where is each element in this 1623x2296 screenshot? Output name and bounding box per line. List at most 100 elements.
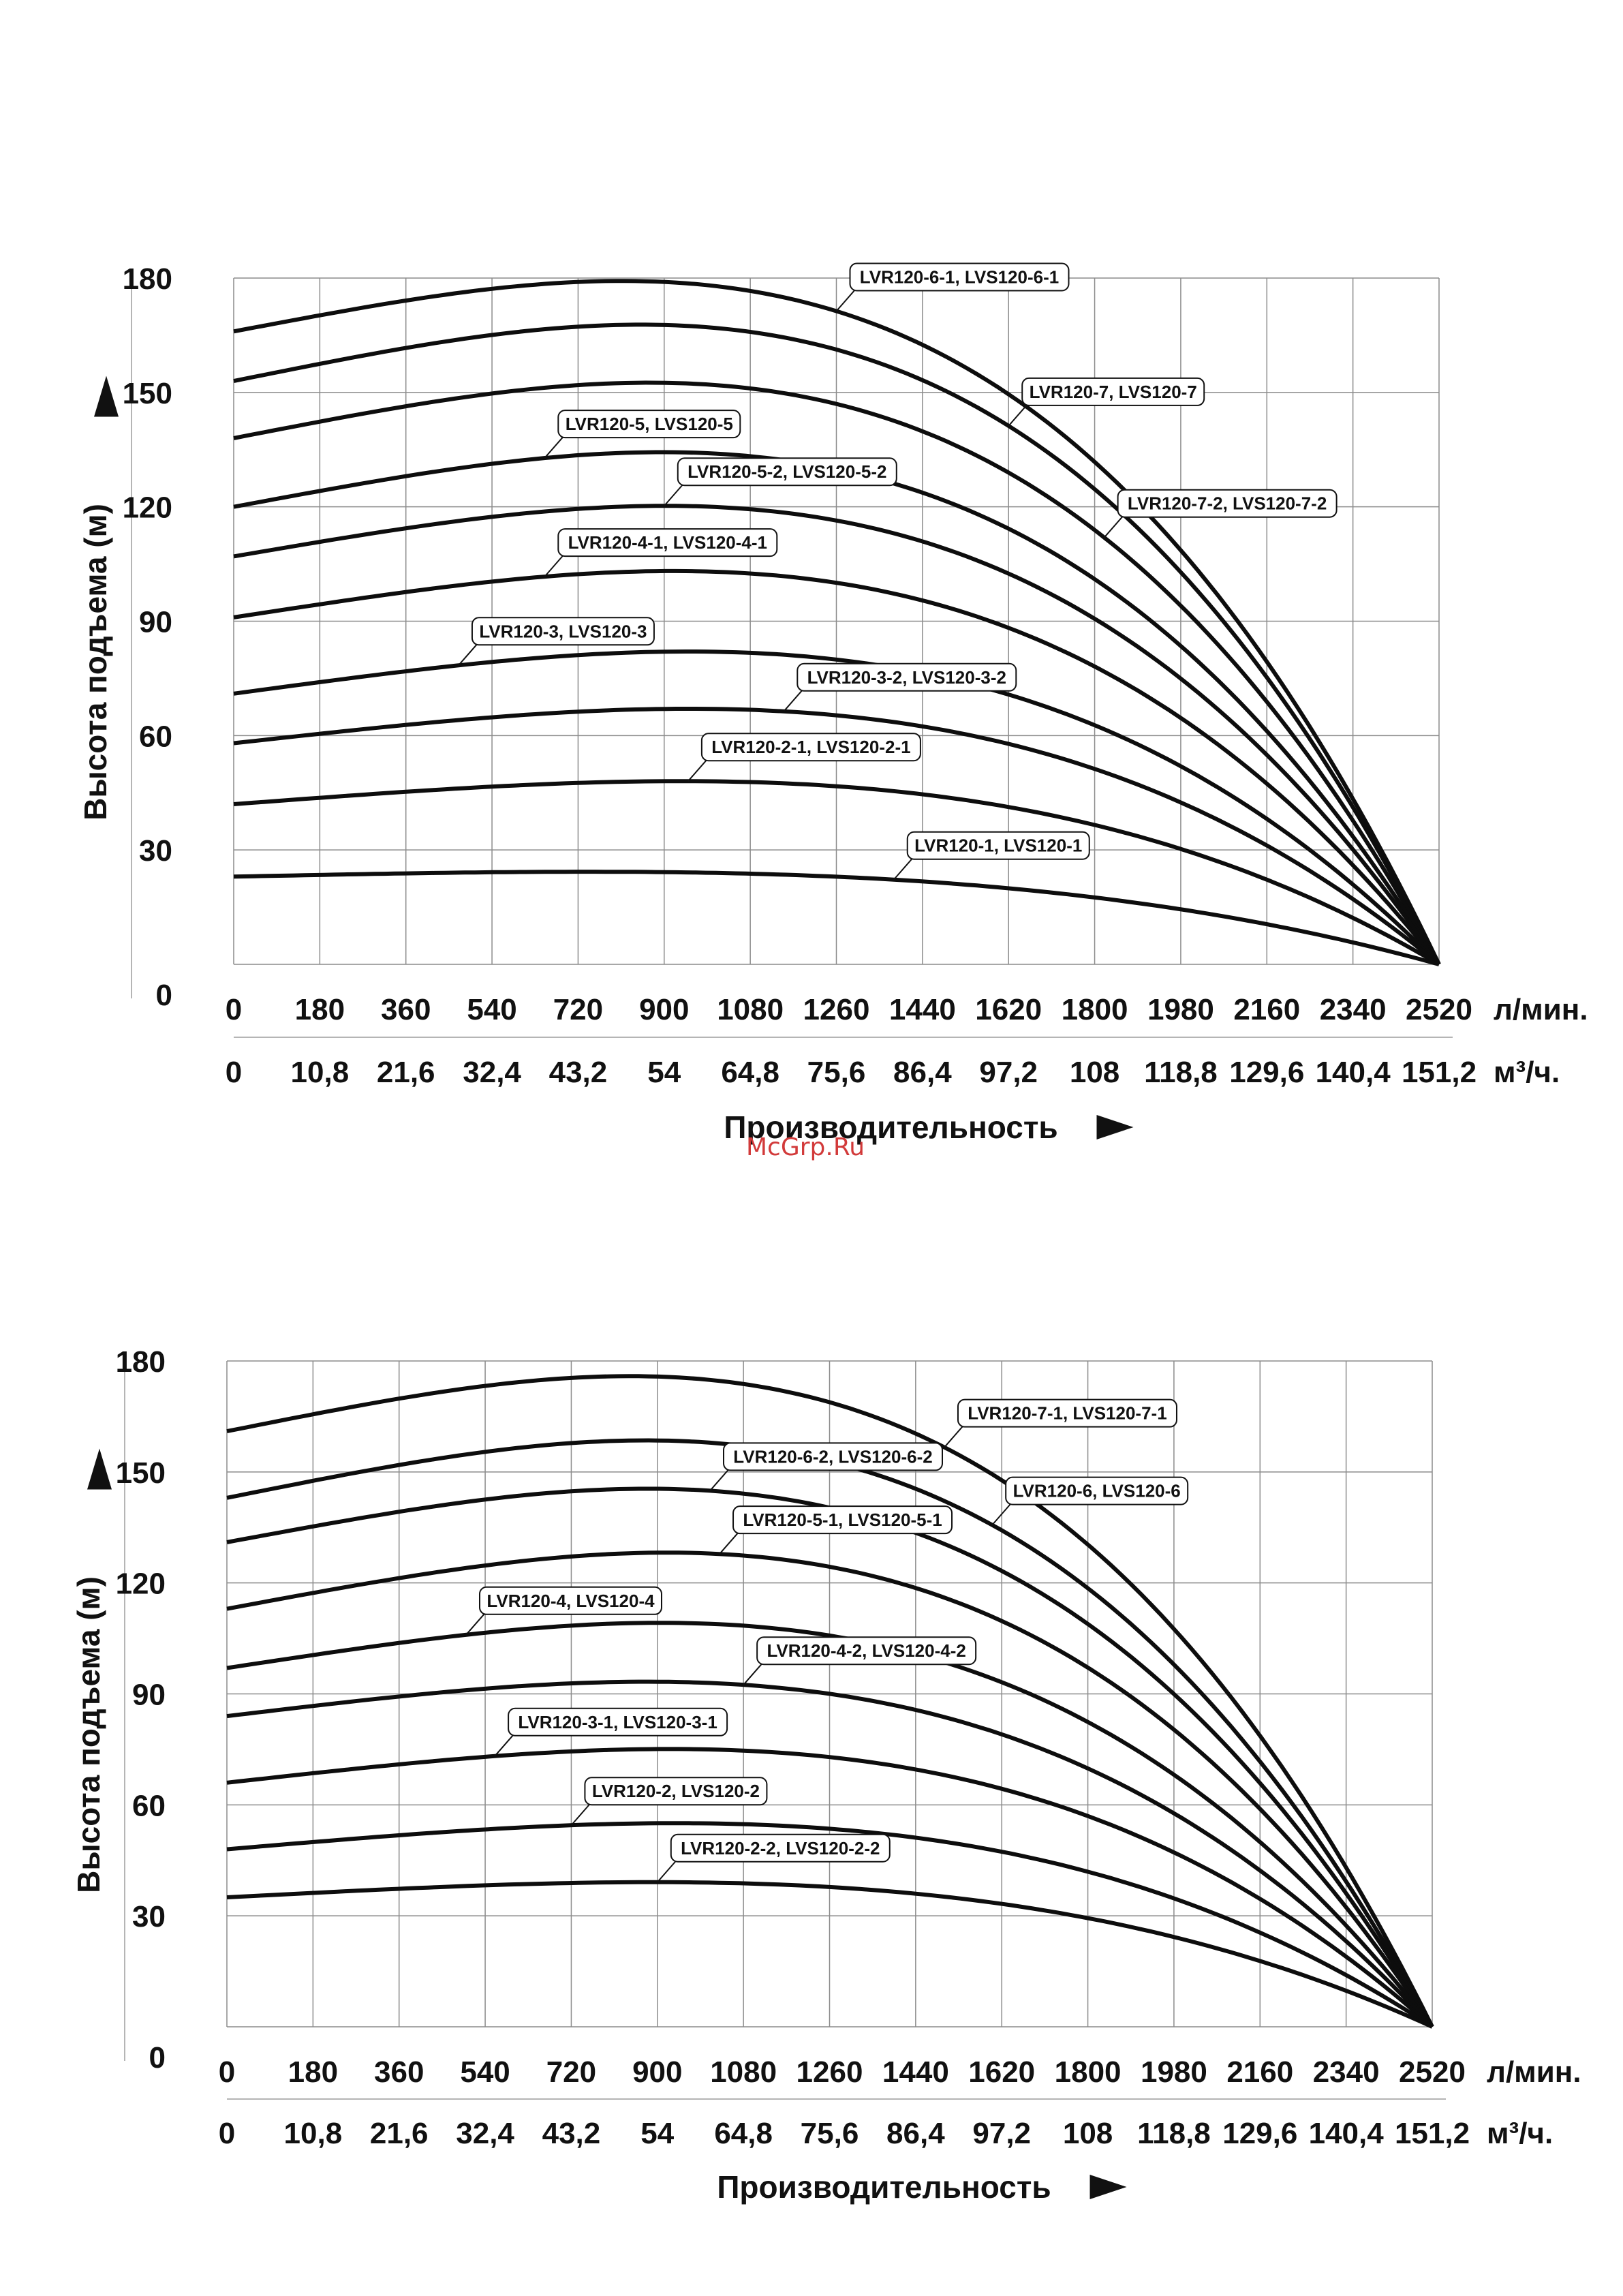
y-tick-label: 0	[156, 979, 172, 1012]
series-curve	[226, 1621, 1434, 2028]
x-tick-label-primary: 1620	[975, 993, 1042, 1026]
series-curve	[226, 1821, 1434, 2029]
x-tick-label-secondary: 108	[1063, 2117, 1113, 2150]
series-curve	[233, 649, 1441, 966]
series-curve	[226, 1880, 1434, 2029]
x-tick-label-primary: 1980	[1141, 2055, 1207, 2089]
series-curve	[233, 322, 1441, 966]
series-label-leader	[835, 288, 856, 312]
y-tick-label: 30	[132, 1900, 166, 1933]
series-label-box	[508, 1707, 728, 1736]
x-tick-label-primary: 0	[219, 2055, 235, 2089]
x-tick-label-primary: 2340	[1313, 2055, 1380, 2089]
x-tick-label-secondary: 118,8	[1144, 1056, 1218, 1089]
x-tick-label-primary: 540	[460, 2055, 510, 2089]
x-tick-label-primary: 2340	[1320, 993, 1387, 1026]
x-tick-label-primary: 1080	[710, 2055, 777, 2089]
series-label-leader	[709, 1468, 730, 1492]
series-label-box	[1117, 489, 1338, 518]
x-tick-label-primary: 2520	[1406, 993, 1472, 1026]
y-tick-label: 150	[116, 1456, 166, 1490]
series-label-box	[1005, 1476, 1189, 1505]
x-tick-label-secondary: 0	[226, 1056, 242, 1089]
y-axis-arrow-icon	[94, 376, 119, 417]
y-tick-label: 30	[139, 834, 172, 868]
series-curve	[226, 1679, 1434, 2029]
series-label: LVR120-7-2, LVS120-7-2	[1128, 493, 1327, 514]
x-tick-label-primary: 1440	[889, 993, 956, 1026]
series-label-box	[756, 1636, 977, 1666]
series-label-box	[723, 1442, 944, 1471]
x-tick-label-primary: 360	[381, 993, 431, 1026]
x-tick-label-secondary: 10,8	[284, 2117, 343, 2150]
lower-performance-chart: 0 30 60 90 120 150 180 Высота подъема (м) 0 180 36…	[71, 1345, 1581, 2205]
series-label: LVR120-7-1, LVS120-7-1	[968, 1403, 1166, 1424]
series-label: LVR120-6, LVS120-6	[1013, 1481, 1181, 1501]
x-tick-label-secondary: 129,6	[1222, 2117, 1297, 2150]
x-tick-label-secondary: 0	[219, 2117, 235, 2150]
series-label-box	[957, 1398, 1177, 1428]
series-label-box	[478, 1586, 662, 1615]
x-tick-label-secondary: 140,4	[1316, 1056, 1391, 1089]
series-label: LVR120-5-1, LVS120-5-1	[743, 1510, 942, 1530]
series-label: LVR120-2-2, LVS120-2-2	[681, 1838, 880, 1858]
x-tick-label-primary: 2160	[1226, 2055, 1293, 2089]
series-label-leader	[944, 1425, 964, 1448]
x-tick-label-secondary: 54	[640, 2117, 674, 2150]
x-tick-label-secondary: 151,2	[1402, 1056, 1477, 1089]
series-curve	[233, 380, 1441, 966]
y-tick-label: 60	[132, 1789, 166, 1822]
x-unit-secondary: м³/ч.	[1494, 1056, 1560, 1089]
x-unit-primary: л/мин.	[1494, 993, 1588, 1026]
series-label: LVR120-2, LVS120-2	[592, 1781, 760, 1801]
series-label: LVR120-4-1, LVS120-4-1	[568, 532, 767, 553]
series-label-leader	[1008, 403, 1028, 427]
x-tick-label-primary: 1260	[797, 2055, 863, 2089]
y-tick-label: 120	[123, 491, 172, 525]
y-tick-label: 60	[139, 720, 172, 753]
x-tick-label-secondary: 86,4	[893, 1056, 952, 1089]
x-tick-label-primary: 2160	[1233, 993, 1300, 1026]
x-tick-label-secondary: 32,4	[456, 2117, 514, 2150]
x-tick-label-primary: 1260	[803, 993, 870, 1026]
series-label-box	[557, 410, 741, 439]
x-axis-label: Производительность	[717, 2169, 1051, 2205]
x-tick-label-primary: 1800	[1055, 2055, 1122, 2089]
x-tick-label-secondary: 75,6	[801, 2117, 859, 2150]
x-tick-label-secondary: 75,6	[807, 1056, 866, 1089]
watermark-text: McGrp.Ru	[746, 1133, 865, 1161]
x-tick-label-primary: 1080	[717, 993, 784, 1026]
series-label: LVR120-3, LVS120-3	[479, 621, 647, 641]
x-tick-label-secondary: 64,8	[714, 2117, 773, 2150]
y-tick-label: 90	[132, 1679, 166, 1712]
x-tick-label-primary: 1440	[882, 2055, 949, 2089]
grid-lines	[233, 277, 1440, 965]
series-label-box	[849, 262, 1070, 292]
x-tick-label-primary: 900	[639, 993, 689, 1026]
series-label: LVR120-2-1, LVS120-2-1	[711, 737, 910, 757]
y-tick-label: 180	[123, 262, 172, 296]
series-label-box	[906, 831, 1090, 860]
series-label: LVR120-5-2, LVS120-5-2	[687, 461, 886, 482]
x-tick-label-secondary: 21,6	[377, 1056, 435, 1089]
x-tick-label-secondary: 43,2	[549, 1056, 608, 1089]
y-tick-label: 90	[139, 606, 172, 639]
series-curve	[233, 504, 1441, 966]
x-tick-label-primary: 0	[226, 993, 242, 1026]
series-label-leader	[687, 759, 708, 782]
series-label-box	[677, 457, 897, 487]
series-label-box	[670, 1833, 891, 1863]
x-tick-label-secondary: 43,2	[542, 2117, 601, 2150]
series-label-box	[471, 617, 655, 646]
series-label-leader	[494, 1734, 514, 1757]
x-tick-label-secondary: 108	[1070, 1056, 1119, 1089]
series-label-leader	[1103, 515, 1124, 538]
series-label: LVR120-5, LVS120-5	[566, 414, 733, 434]
series-label-box	[797, 662, 1017, 692]
series-label-leader	[570, 1803, 591, 1826]
series-label-leader	[458, 643, 478, 666]
x-tick-label-secondary: 151,2	[1395, 2117, 1470, 2150]
series-curve	[226, 1747, 1434, 2029]
y-axis-label: Высота подъема (м)	[71, 1576, 106, 1893]
